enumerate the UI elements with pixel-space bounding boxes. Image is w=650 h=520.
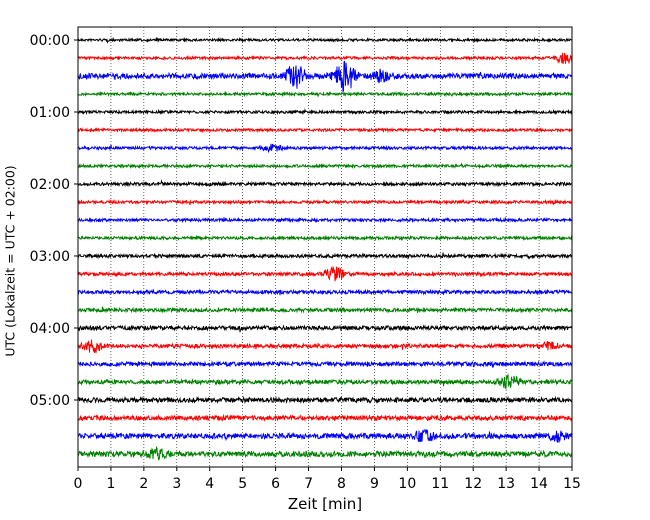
trace-0345 xyxy=(77,306,573,314)
x-tick-label: 13 xyxy=(497,476,515,492)
x-tick-label: 2 xyxy=(139,476,148,492)
x-tick-label: 7 xyxy=(304,476,313,492)
trace-0430 xyxy=(77,360,573,368)
grid xyxy=(110,27,540,467)
x-tick-label: 4 xyxy=(205,476,214,492)
trace-0500 xyxy=(77,395,573,404)
trace-0115 xyxy=(77,126,573,134)
trace-0415 xyxy=(77,339,573,354)
trace-0200 xyxy=(77,179,573,188)
traces xyxy=(77,36,573,461)
y-tick-label: 00:00 xyxy=(30,33,70,49)
x-tick-label: 1 xyxy=(106,476,115,492)
trace-0545 xyxy=(77,445,573,461)
x-axis: 0 1 2 3 4 5 6 7 8 9 10 11 12 13 14 15 xyxy=(74,467,581,492)
trace-0100 xyxy=(77,108,573,116)
trace-0030 xyxy=(77,60,573,93)
trace-0215 xyxy=(77,198,573,206)
y-tick-label: 02:00 xyxy=(30,177,70,193)
y-tick-label: 04:00 xyxy=(30,321,70,337)
x-tick-label: 0 xyxy=(74,476,83,492)
x-tick-label: 12 xyxy=(464,476,482,492)
y-tick-label: 01:00 xyxy=(30,105,70,121)
trace-0045 xyxy=(77,90,573,98)
x-axis-title: Zeit [min] xyxy=(288,495,362,513)
y-axis: 00:00 01:00 02:00 03:00 04:00 05:00 xyxy=(30,33,78,409)
x-tick-label: 10 xyxy=(398,476,416,492)
x-tick-label: 8 xyxy=(337,476,346,492)
trace-0315 xyxy=(77,265,573,282)
x-tick-label: 14 xyxy=(530,476,548,492)
trace-0515 xyxy=(77,413,573,423)
x-tick-label: 5 xyxy=(238,476,247,492)
trace-0330 xyxy=(77,288,573,296)
trace-0400 xyxy=(77,324,573,333)
trace-0300 xyxy=(77,252,573,260)
x-tick-label: 15 xyxy=(563,476,581,492)
x-tick-label: 3 xyxy=(172,476,181,492)
x-tick-label: 6 xyxy=(271,476,280,492)
x-tick-label: 9 xyxy=(370,476,379,492)
trace-0445 xyxy=(77,373,573,390)
trace-0000 xyxy=(77,36,573,44)
trace-0130 xyxy=(77,143,573,154)
trace-0230 xyxy=(77,216,573,224)
trace-0015 xyxy=(77,52,573,65)
y-tick-label: 03:00 xyxy=(30,249,70,265)
y-axis-title: UTC (Lokalzeit = UTC + 02:00) xyxy=(3,165,18,356)
plot-frame xyxy=(77,26,573,468)
trace-0530 xyxy=(77,428,573,443)
x-tick-label: 11 xyxy=(431,476,449,492)
trace-0145 xyxy=(77,162,573,170)
y-tick-label: 05:00 xyxy=(30,393,70,409)
trace-0245 xyxy=(77,234,573,242)
